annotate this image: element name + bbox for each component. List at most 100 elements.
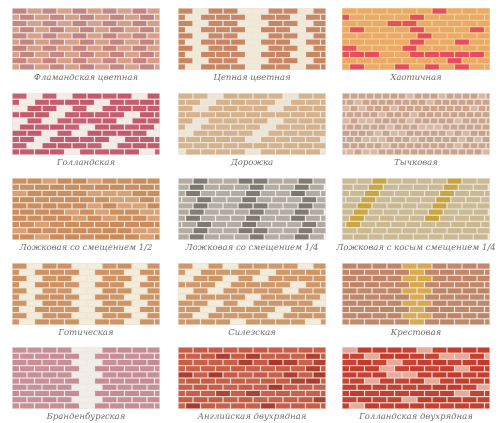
brick [201,282,215,288]
brick [132,372,147,378]
brick [50,209,64,215]
brick [313,130,326,136]
brick [306,403,320,409]
brick [294,184,309,190]
brick [140,99,154,105]
brick [201,112,215,118]
brick [117,106,132,111]
brick [27,228,42,234]
brick [462,143,470,149]
brick [12,124,19,130]
brick [268,130,283,136]
brick [470,143,478,149]
brick [382,106,390,111]
brick [365,52,379,57]
brick [216,27,230,33]
brick [417,8,432,14]
brick [246,39,260,45]
brick [186,39,200,45]
brick [380,294,394,300]
caption: Силезская [228,328,276,338]
brick [234,184,249,190]
brick [35,14,49,20]
brick [378,112,386,118]
brick [42,191,57,196]
brick [294,234,309,240]
brick [65,391,79,396]
brick [394,99,402,105]
brick [178,191,185,196]
brick [246,294,260,300]
brick [410,294,424,300]
brick [442,112,450,118]
brick [268,228,283,234]
brick [231,27,245,33]
brick [50,282,64,288]
brick [406,222,421,227]
brick [454,93,462,99]
brick [253,372,268,378]
brick [442,99,450,105]
brick [178,130,193,136]
brick [12,130,27,136]
brick [432,397,447,403]
brick [140,27,154,33]
brick [350,14,364,20]
brick [246,403,260,409]
brick [342,288,357,294]
brick [249,234,264,240]
brick [342,137,346,142]
brick [430,143,438,149]
brick [357,360,372,365]
brick [417,58,432,64]
brick [370,124,378,130]
brick [276,52,290,57]
brick [321,294,326,300]
brick [261,307,275,312]
brick [27,347,42,353]
brick [485,353,490,359]
brick [102,178,117,184]
brick [125,149,139,155]
brick [12,294,19,300]
brick [87,45,102,51]
brick [298,143,313,149]
brick [432,372,447,378]
brick [253,203,268,209]
brick [410,378,424,384]
brick [430,93,438,99]
brick [383,209,398,215]
brick [95,307,109,312]
brick [477,178,490,184]
brick [208,33,223,39]
brick [80,294,94,300]
brick [418,137,426,142]
brick [246,52,260,57]
brick [50,353,64,359]
brick [425,366,439,372]
brick [35,353,49,359]
brick [358,143,366,149]
brick [87,203,102,209]
brick [447,228,462,234]
brick [238,33,253,39]
brick [321,215,326,221]
brick [110,234,124,240]
brick [246,366,260,372]
brick [382,130,390,136]
brick [372,263,387,269]
brick [276,353,290,359]
brick [117,300,132,306]
brick [125,137,139,142]
brick [125,184,139,190]
brick [298,93,313,99]
brick [231,307,245,312]
brick [242,197,257,203]
brick [313,21,326,26]
brick [140,366,154,372]
brick [178,203,193,209]
brick [117,384,132,390]
brick [231,215,245,221]
brick [125,14,139,20]
brick [283,106,298,111]
